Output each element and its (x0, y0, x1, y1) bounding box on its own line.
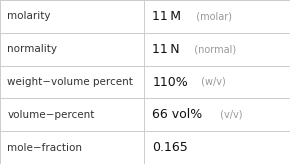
Text: 11 N: 11 N (152, 43, 180, 56)
Text: 66 vol%: 66 vol% (152, 108, 202, 121)
Text: normality: normality (7, 44, 57, 54)
Text: 0.165: 0.165 (152, 141, 188, 154)
Text: 11 M: 11 M (152, 10, 181, 23)
Text: (molar): (molar) (190, 11, 232, 21)
Text: weight−volume percent: weight−volume percent (7, 77, 133, 87)
Text: (w/v): (w/v) (198, 77, 226, 87)
Text: 110%: 110% (152, 75, 188, 89)
Text: (v/v): (v/v) (217, 110, 243, 120)
Text: molarity: molarity (7, 11, 51, 21)
Text: (normal): (normal) (188, 44, 236, 54)
Text: mole−fraction: mole−fraction (7, 143, 82, 153)
Text: volume−percent: volume−percent (7, 110, 95, 120)
